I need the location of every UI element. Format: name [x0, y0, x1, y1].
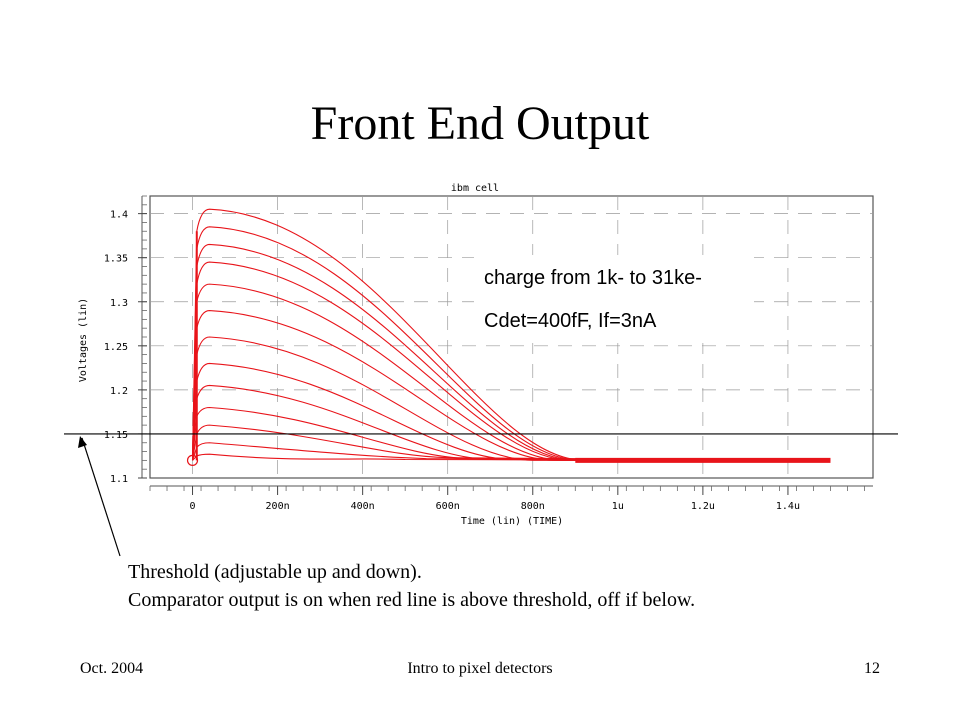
- x-tick-label: 1.2u: [691, 501, 715, 512]
- y-tick-label: 1.1: [110, 474, 128, 485]
- series-line-3: [191, 424, 831, 461]
- caption-line-1: Threshold (adjustable up and down).: [128, 561, 422, 583]
- x-axis-label: Time (lin) (TIME): [461, 516, 563, 527]
- plot-frame: [141, 195, 874, 487]
- y-tick-label: 1.15: [104, 430, 128, 441]
- x-tick-label: 1u: [612, 501, 624, 512]
- caption: Threshold (adjustable up and down). Comp…: [128, 558, 695, 614]
- x-tick-label: 0: [190, 501, 196, 512]
- start-marker: [186, 454, 199, 466]
- plot-border: [149, 195, 874, 479]
- series-line-7: [191, 336, 831, 461]
- footer-title: Intro to pixel detectors: [407, 660, 553, 677]
- y-tick-label: 1.25: [104, 342, 128, 353]
- series-line-4: [191, 406, 831, 461]
- series-line-2: [192, 442, 831, 461]
- series-line-13: [191, 208, 831, 461]
- series-line-11: [191, 243, 831, 461]
- series-line-6: [191, 362, 831, 461]
- series-line-1: [192, 453, 831, 461]
- axis-ticks: 1.1 1.15 1.2 1.25 1.3 1.35 1.4 0 200n 400n 600n 800…: [104, 195, 865, 512]
- threshold-arrowhead: [78, 435, 87, 448]
- slide-title: Front End Output: [310, 97, 650, 150]
- threshold-arrow: [81, 437, 121, 557]
- y-axis-label: Voltages (lin): [78, 298, 89, 382]
- x-tick-label: 1.4u: [776, 501, 800, 512]
- threshold-group: [64, 433, 898, 557]
- series-line-10: [191, 261, 831, 461]
- y-tick-label: 1.2: [110, 386, 128, 397]
- x-tick-label: 800n: [521, 501, 545, 512]
- x-tick-label: 600n: [436, 501, 460, 512]
- footer-date: Oct. 2004: [80, 660, 144, 677]
- series-line-12: [191, 226, 831, 461]
- series-line-5: [191, 384, 831, 461]
- y-tick-label: 1.3: [110, 298, 128, 309]
- x-tick-label: 200n: [266, 501, 290, 512]
- chart-title: ibm cell: [451, 183, 499, 194]
- footer-page-number: 12: [864, 660, 880, 677]
- x-tick-label: 400n: [351, 501, 375, 512]
- caption-line-2: Comparator output is on when red line is…: [128, 589, 696, 611]
- annotation-line-2: Cdet=400fF, If=3nA: [484, 310, 657, 332]
- y-tick-label: 1.4: [110, 210, 128, 221]
- series-line-8: [191, 310, 831, 461]
- series-group: [186, 208, 831, 466]
- series-line-9: [191, 283, 831, 461]
- annotation-line-1: charge from 1k- to 31ke-: [484, 267, 702, 289]
- annotation-box: [474, 255, 754, 343]
- y-tick-label: 1.35: [104, 254, 128, 265]
